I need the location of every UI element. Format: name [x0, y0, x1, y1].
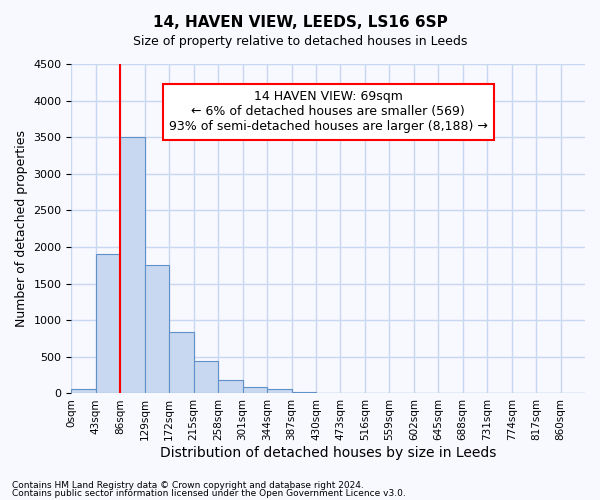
Bar — [145, 266, 169, 394]
Y-axis label: Number of detached properties: Number of detached properties — [15, 130, 28, 327]
Bar — [194, 360, 218, 394]
Text: Size of property relative to detached houses in Leeds: Size of property relative to detached ho… — [133, 35, 467, 48]
Bar — [96, 254, 121, 394]
Bar — [71, 390, 96, 394]
Text: Contains HM Land Registry data © Crown copyright and database right 2024.: Contains HM Land Registry data © Crown c… — [12, 480, 364, 490]
Text: 14 HAVEN VIEW: 69sqm
← 6% of detached houses are smaller (569)
93% of semi-detac: 14 HAVEN VIEW: 69sqm ← 6% of detached ho… — [169, 90, 488, 134]
Bar — [169, 332, 194, 394]
Bar — [292, 392, 316, 394]
Bar — [267, 390, 292, 394]
Bar — [121, 137, 145, 394]
X-axis label: Distribution of detached houses by size in Leeds: Distribution of detached houses by size … — [160, 446, 496, 460]
Text: 14, HAVEN VIEW, LEEDS, LS16 6SP: 14, HAVEN VIEW, LEEDS, LS16 6SP — [152, 15, 448, 30]
Text: Contains public sector information licensed under the Open Government Licence v3: Contains public sector information licen… — [12, 489, 406, 498]
Bar — [218, 380, 242, 394]
Bar — [242, 387, 267, 394]
